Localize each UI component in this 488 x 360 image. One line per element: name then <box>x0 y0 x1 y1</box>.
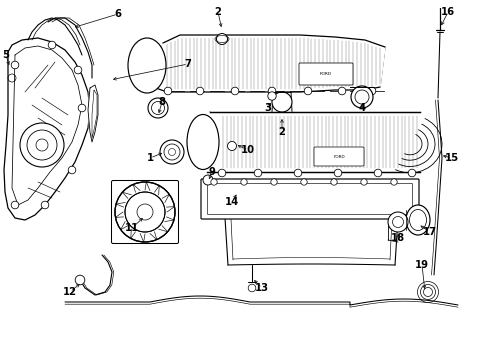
Circle shape <box>218 169 225 177</box>
Circle shape <box>407 169 415 177</box>
Ellipse shape <box>405 205 429 235</box>
Circle shape <box>41 201 49 209</box>
Circle shape <box>367 87 375 95</box>
Circle shape <box>267 87 275 95</box>
Text: 16: 16 <box>440 7 454 17</box>
Circle shape <box>300 179 306 185</box>
Text: 17: 17 <box>422 227 436 237</box>
Text: 19: 19 <box>414 260 428 270</box>
Text: 14: 14 <box>224 197 239 207</box>
Text: 8: 8 <box>158 97 165 107</box>
FancyBboxPatch shape <box>298 63 352 85</box>
Circle shape <box>373 169 381 177</box>
Circle shape <box>271 92 291 112</box>
Ellipse shape <box>128 38 165 93</box>
FancyBboxPatch shape <box>111 180 178 243</box>
Text: 4: 4 <box>358 103 365 113</box>
Circle shape <box>20 123 64 167</box>
Circle shape <box>216 33 227 45</box>
Circle shape <box>148 98 168 118</box>
Text: 11: 11 <box>124 223 139 233</box>
Circle shape <box>68 166 76 174</box>
Ellipse shape <box>186 114 219 170</box>
FancyBboxPatch shape <box>207 184 412 215</box>
Circle shape <box>240 179 247 185</box>
Text: 15: 15 <box>444 153 458 163</box>
Circle shape <box>267 92 276 100</box>
Circle shape <box>270 179 277 185</box>
Polygon shape <box>224 218 397 265</box>
Circle shape <box>350 86 372 108</box>
Circle shape <box>254 169 261 177</box>
Text: 2: 2 <box>278 127 285 137</box>
Circle shape <box>74 66 81 74</box>
FancyBboxPatch shape <box>201 179 418 219</box>
Circle shape <box>338 87 345 95</box>
Circle shape <box>231 87 238 95</box>
Polygon shape <box>204 112 421 172</box>
Circle shape <box>160 140 183 164</box>
Text: FORD: FORD <box>319 72 331 76</box>
Text: 13: 13 <box>254 283 268 293</box>
Circle shape <box>115 182 175 242</box>
Circle shape <box>48 41 56 49</box>
Text: 5: 5 <box>2 50 9 60</box>
Polygon shape <box>88 85 98 142</box>
Circle shape <box>330 179 337 185</box>
Circle shape <box>164 87 171 95</box>
Circle shape <box>227 141 236 150</box>
Circle shape <box>210 179 217 185</box>
Circle shape <box>360 179 366 185</box>
Circle shape <box>11 201 19 209</box>
Circle shape <box>333 169 341 177</box>
Circle shape <box>11 61 19 69</box>
Text: 2: 2 <box>214 7 221 17</box>
Polygon shape <box>4 38 90 220</box>
Circle shape <box>75 275 84 285</box>
Text: 10: 10 <box>241 145 254 155</box>
FancyBboxPatch shape <box>313 147 363 166</box>
Circle shape <box>387 212 407 232</box>
Circle shape <box>390 179 396 185</box>
Text: FORD: FORD <box>332 154 344 158</box>
Text: 3: 3 <box>264 103 271 113</box>
Text: 6: 6 <box>114 9 121 19</box>
Circle shape <box>248 284 255 292</box>
Circle shape <box>304 87 311 95</box>
Circle shape <box>294 169 301 177</box>
Text: 1: 1 <box>146 153 153 163</box>
Text: 18: 18 <box>390 233 404 243</box>
Text: 12: 12 <box>63 287 77 297</box>
Circle shape <box>203 175 213 185</box>
Circle shape <box>78 104 85 112</box>
Polygon shape <box>153 35 384 92</box>
Text: 9: 9 <box>208 167 215 177</box>
Text: 7: 7 <box>184 59 191 69</box>
Circle shape <box>196 87 203 95</box>
